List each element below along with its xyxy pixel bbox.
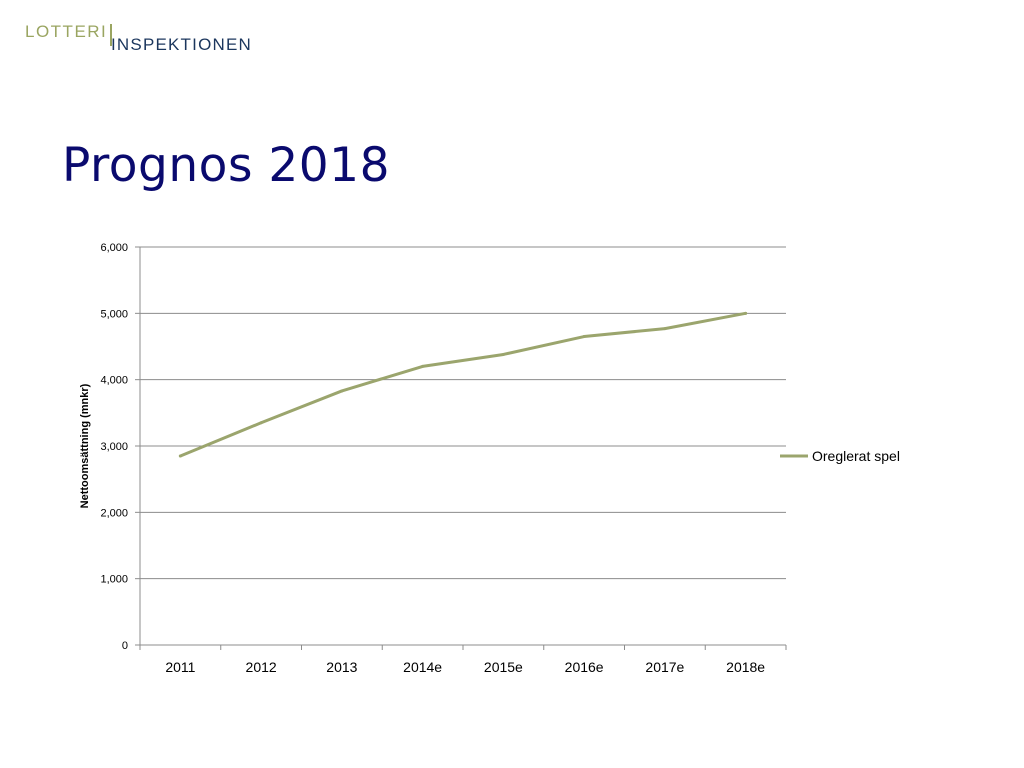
data-point — [663, 327, 667, 331]
x-tick-label: 2017e — [645, 659, 684, 675]
y-tick-labels: 0 1,000 2,000 3,000 4,000 5,000 6,000 — [100, 242, 128, 652]
slide-title: Prognos 2018 — [62, 138, 390, 193]
x-tick-label: 2018e — [726, 659, 765, 675]
y-axis-label: Nettoomsättning (mnkr) — [79, 383, 91, 508]
logo-text-top: LOTTERI — [25, 22, 108, 41]
data-point — [340, 389, 344, 393]
x-tick-label: 2012 — [246, 659, 277, 675]
logo-text-bottom: INSPEKTIONEN — [111, 35, 252, 54]
gridlines — [135, 246, 786, 646]
y-tick-label: 2,000 — [100, 507, 128, 519]
y-tick-label: 3,000 — [100, 441, 128, 453]
data-point — [744, 311, 748, 315]
axes — [139, 247, 787, 650]
y-tick-label: 0 — [122, 640, 128, 652]
y-tick-label: 1,000 — [100, 574, 128, 586]
x-tick-label: 2016e — [565, 659, 604, 675]
series-lines — [178, 311, 748, 458]
x-tick-label: 2013 — [326, 659, 357, 675]
data-point — [259, 421, 263, 425]
x-tick-labels: 2011 2012 2013 2014e 2015e 2016e 2017e 2018e — [165, 659, 765, 675]
series-line — [178, 311, 748, 458]
y-tick-label: 5,000 — [100, 308, 128, 320]
lotteriinspektionen-logo: LOTTERI INSPEKTIONEN — [25, 22, 285, 56]
data-point — [178, 454, 182, 458]
legend-label: Oreglerat spel — [812, 448, 900, 464]
data-point — [501, 352, 505, 356]
logo-divider — [110, 24, 112, 46]
x-tick-label: 2011 — [165, 659, 195, 675]
y-tick-label: 6,000 — [100, 242, 128, 254]
data-point — [421, 364, 425, 368]
legend: Oreglerat spel — [780, 448, 900, 464]
y-tick-label: 4,000 — [100, 375, 128, 387]
data-point — [582, 335, 586, 339]
x-tick-label: 2014e — [403, 659, 442, 675]
x-tick-label: 2015e — [484, 659, 523, 675]
